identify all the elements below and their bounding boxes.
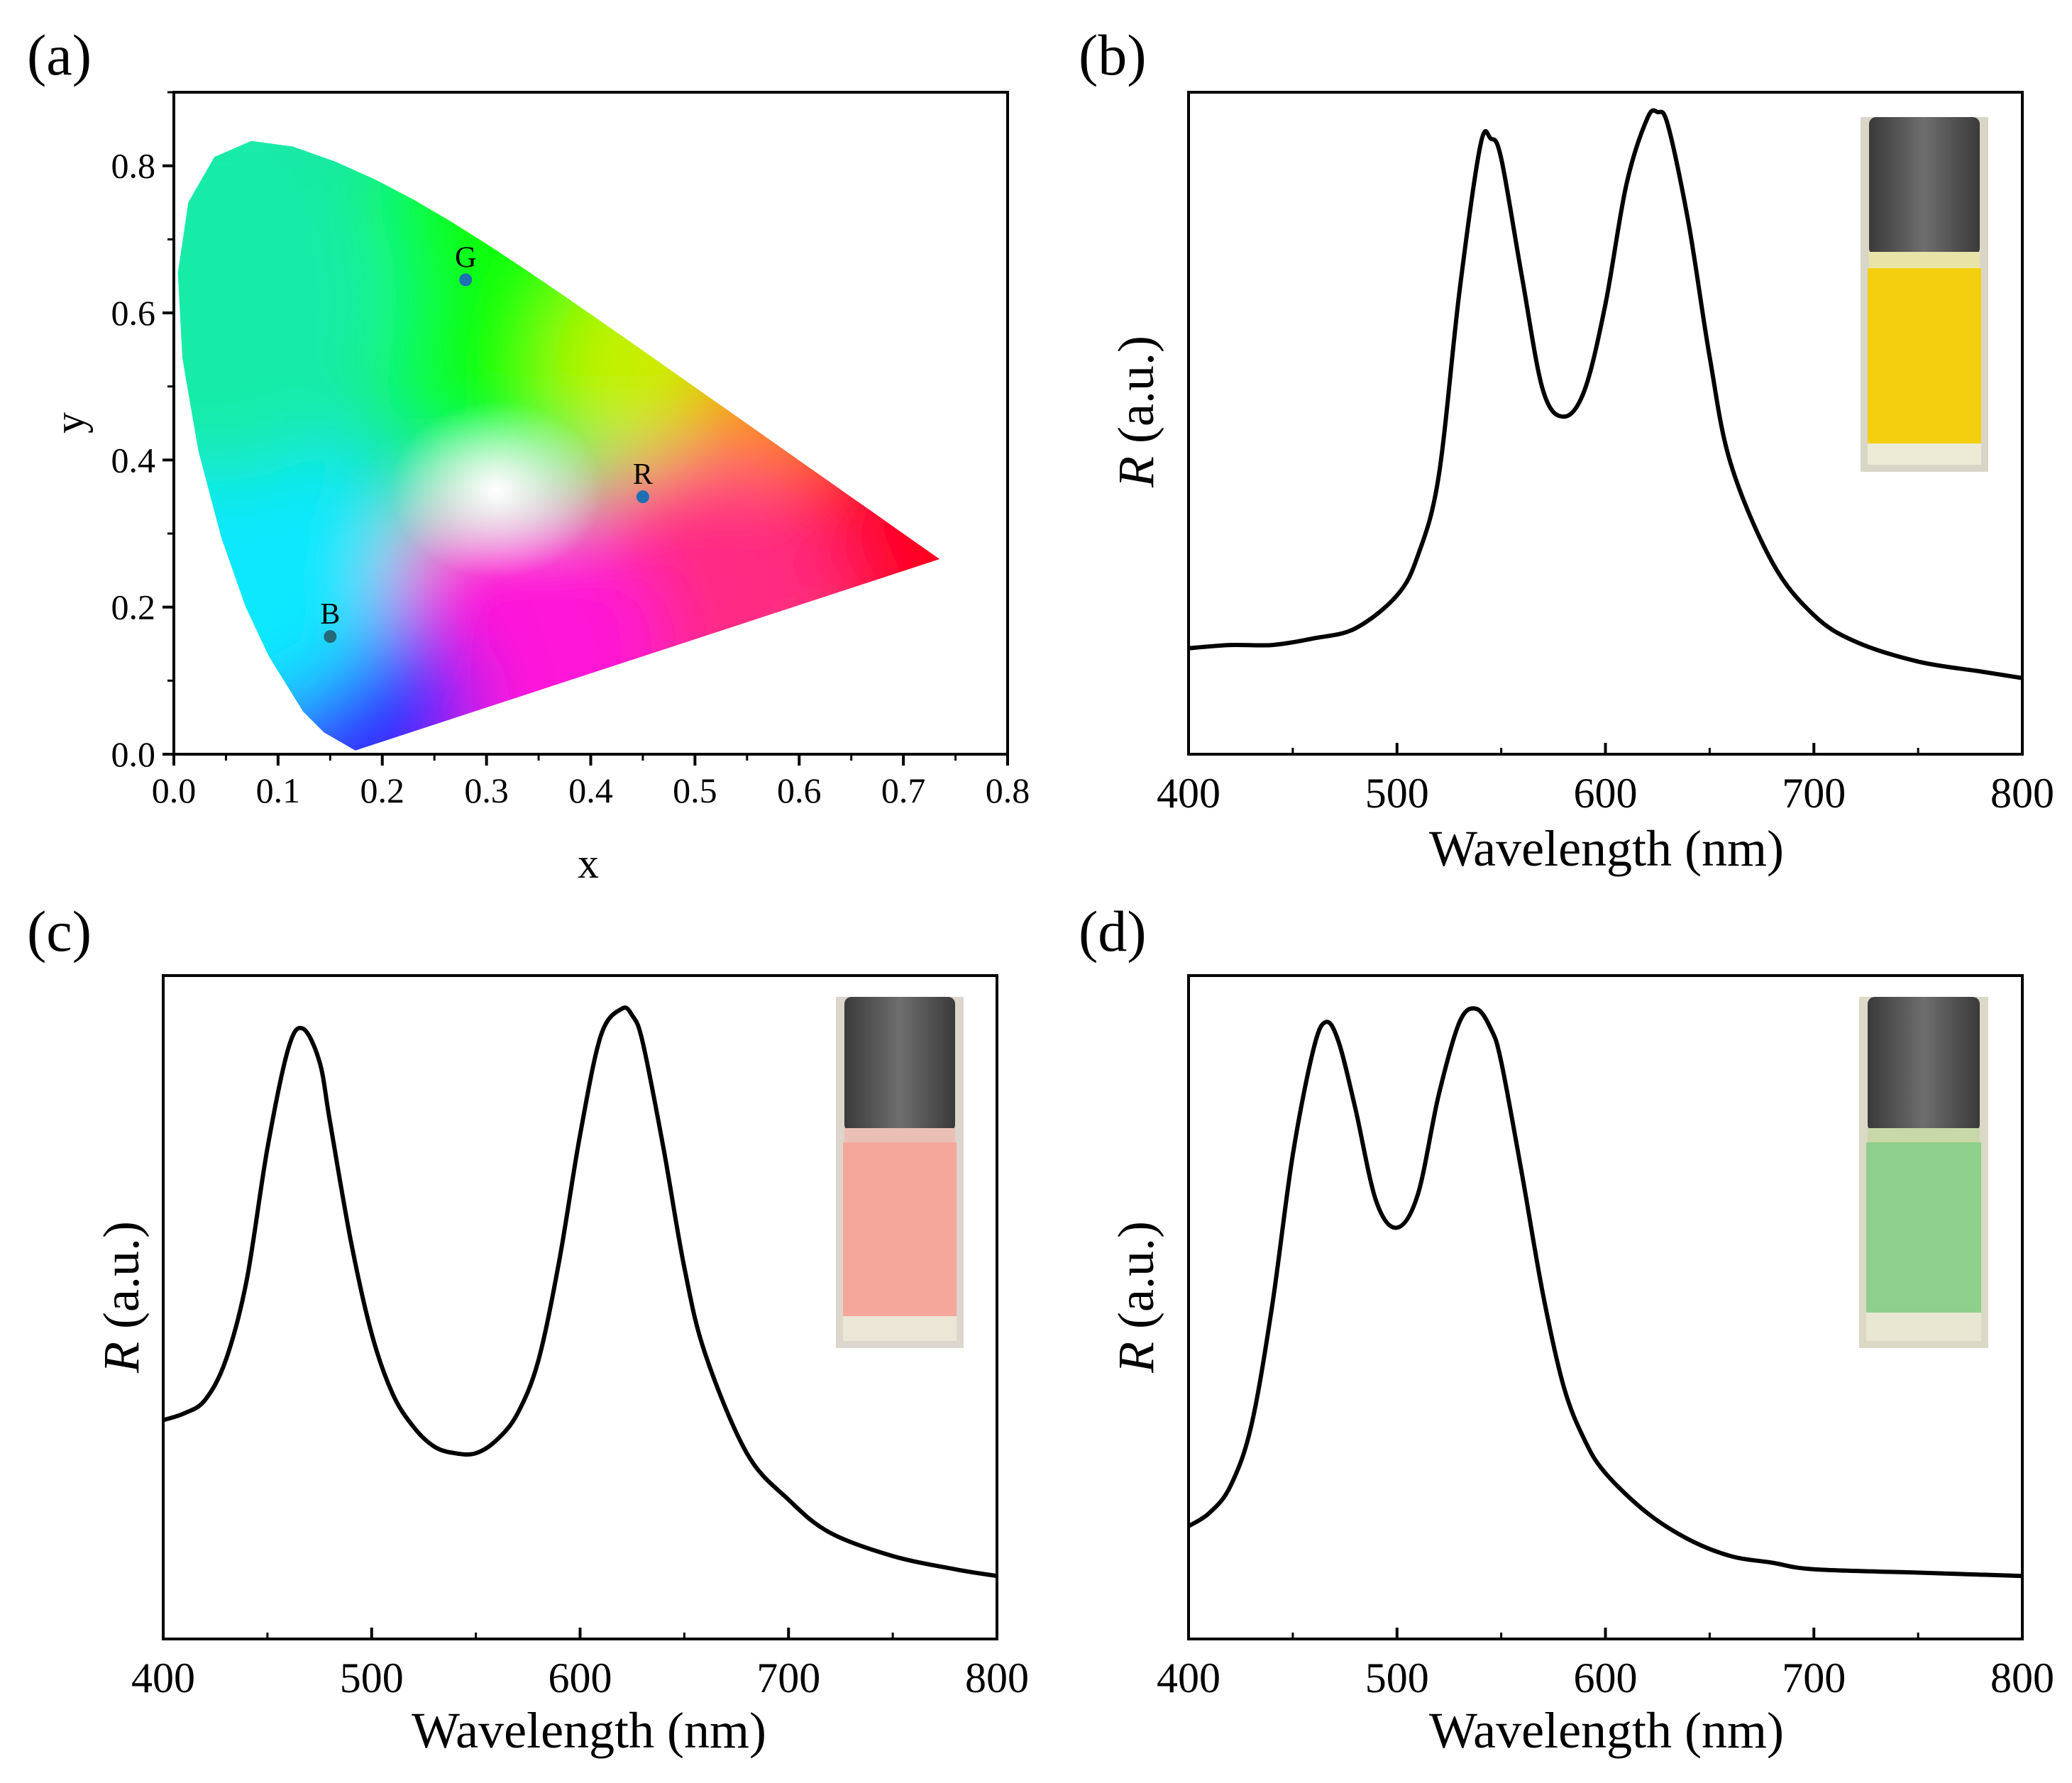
panel-label-d: (d) <box>1079 899 1147 964</box>
spectrum-c-x-tick-label: 500 <box>340 1655 404 1701</box>
cie-x-tick-label: 0.7 <box>881 771 926 810</box>
spectrum-b-line <box>1188 108 2023 680</box>
cie-x-tick-label: 0.3 <box>464 771 509 810</box>
spectrum-d-y-label: R (a.u.) <box>1108 1221 1164 1374</box>
panel-label-b: (b) <box>1079 23 1147 87</box>
spectrum-b-x-tick-label: 800 <box>1990 770 2054 817</box>
spectrum-d-x-tick-label: 800 <box>1990 1655 2054 1701</box>
spectrum-c-x-tick-label: 400 <box>131 1655 195 1701</box>
spectrum-b-y-label: R (a.u.) <box>1108 336 1164 488</box>
spectrum-c-axes: 400 500 600 700 800 <box>131 974 1029 1701</box>
cie-y-tick-label: 0.6 <box>111 293 156 333</box>
panel-b: (b) 400 500 600 700 800 Wavelength (nm) R (a… <box>1079 23 2054 877</box>
cie-point-label-r: R <box>633 458 653 491</box>
spectrum-c-x-tick-label: 600 <box>549 1655 612 1701</box>
cie-y-tick-label: 0.2 <box>111 587 156 627</box>
cie-y-label: y <box>46 412 93 434</box>
cie-points: G R B <box>320 241 653 644</box>
spectrum-d-axes: 400 500 600 700 800 <box>1157 974 2054 1701</box>
cie-x-tick-label: 0.0 <box>152 771 197 810</box>
cie-x-tick-label: 0.4 <box>568 771 613 810</box>
cie-x-tick-label: 0.2 <box>360 771 405 810</box>
cie-fill <box>177 140 940 751</box>
panel-label-a: (a) <box>27 23 92 87</box>
cie-x-tick-label: 0.8 <box>986 771 1030 810</box>
spectrum-b-x-tick-label: 400 <box>1157 770 1220 817</box>
spectrum-d-x-tick-label: 700 <box>1782 1655 1846 1701</box>
cie-point-g <box>459 273 473 287</box>
panel-label-c: (c) <box>27 899 92 964</box>
spectrum-c-x-label: Wavelength (nm) <box>412 1702 766 1759</box>
spectrum-c-line <box>162 1005 998 1579</box>
cie-point-r <box>636 490 649 504</box>
cie-x-label: x <box>578 840 599 887</box>
spectrum-d-x-tick-label: 600 <box>1574 1655 1638 1701</box>
cie-y-tick-label: 0.8 <box>111 146 156 186</box>
cie-x-tick-label: 0.5 <box>673 771 717 810</box>
spectrum-c-y-label: R (a.u.) <box>93 1221 150 1374</box>
spectrum-b-x-tick-label: 600 <box>1574 770 1638 817</box>
spectrum-d-line <box>1187 1006 2023 1579</box>
cie-y-tick-label: 0.4 <box>111 440 156 480</box>
panel-c: (c) 400 500 600 700 800 Wavelength (nm) R (a… <box>27 899 1029 1759</box>
spectrum-b-axes: 400 500 600 700 800 <box>1157 91 2054 817</box>
spectrum-d-x-tick-label: 400 <box>1157 1655 1220 1701</box>
panel-d: (d) 400 500 600 700 800 Wavelength (nm) R (a… <box>1079 899 2054 1759</box>
spectrum-b-x-tick-label: 700 <box>1782 770 1846 817</box>
vial-inset-yellow <box>1861 117 1988 472</box>
cie-point-label-b: B <box>320 598 340 631</box>
vial-inset-pink <box>836 997 964 1348</box>
spectrum-b-x-label: Wavelength (nm) <box>1429 820 1784 877</box>
cie-x-tick-label: 0.1 <box>256 771 301 810</box>
cie-axes: 0.0 0.1 0.2 0.3 0.4 0.5 0.6 0.7 0.8 0.0 0.2 0.4 0.6 0… <box>111 91 1030 810</box>
cie-point-b <box>324 630 337 644</box>
spectrum-d-x-tick-label: 500 <box>1365 1655 1429 1701</box>
spectrum-d-x-label: Wavelength (nm) <box>1429 1702 1784 1759</box>
panel-a: (a) 0.0 0.1 0.2 0.3 0.4 0.5 0.6 0.7 0.8 0.0 0.2 0.4… <box>27 23 1030 887</box>
cie-x-tick-label: 0.6 <box>777 771 822 810</box>
spectrum-c-x-tick-label: 700 <box>756 1655 820 1701</box>
spectrum-b-x-tick-label: 500 <box>1365 770 1429 817</box>
vial-inset-green <box>1859 997 1988 1348</box>
cie-y-tick-label: 0.0 <box>111 734 156 774</box>
cie-point-label-g: G <box>455 241 476 274</box>
spectrum-c-x-tick-label: 800 <box>965 1655 1029 1701</box>
